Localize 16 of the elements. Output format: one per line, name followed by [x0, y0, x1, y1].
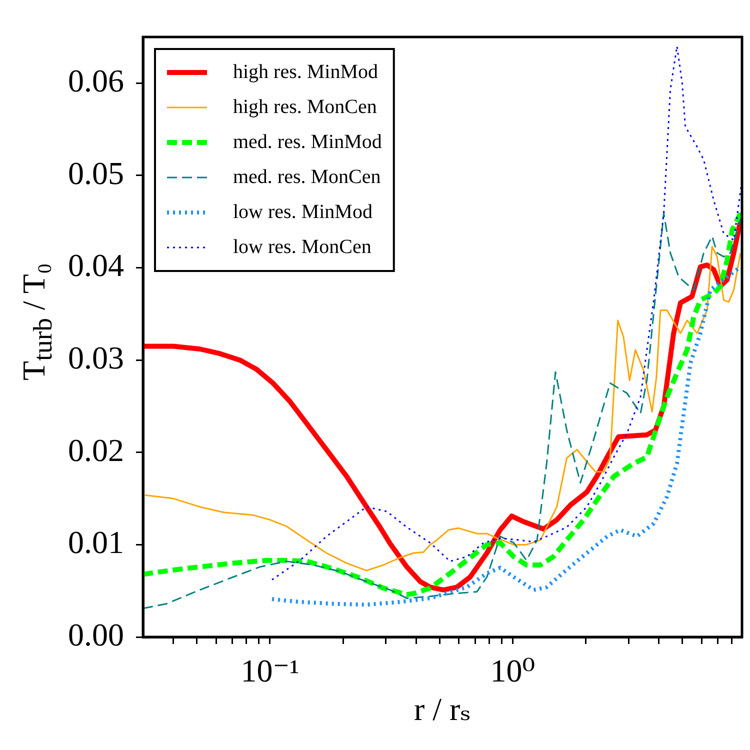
legend-label: low res. MinMod [233, 200, 372, 223]
y-tick-label: 0.04 [68, 247, 124, 284]
legend-label: low res. MonCen [233, 236, 372, 258]
y-tick-label: 0.02 [68, 432, 124, 468]
y-tick-label: 0.05 [68, 154, 124, 191]
y-tick-label: 0.01 [68, 524, 124, 560]
legend-label: high res. MinMod [233, 60, 378, 83]
legend-label: med. res. MonCen [233, 166, 381, 188]
y-tick-label: 0.00 [68, 616, 124, 652]
x-tick-label: 10⁻¹ [240, 652, 300, 689]
y-tick-label: 0.06 [68, 62, 124, 99]
x-axis-title: r / rₛ [413, 690, 472, 728]
x-tick-label: 10⁰ [490, 652, 536, 689]
legend-label: high res. MonCen [233, 96, 377, 118]
y-tick-label: 0.03 [68, 339, 124, 376]
legend-label: med. res. MinMod [233, 130, 382, 153]
